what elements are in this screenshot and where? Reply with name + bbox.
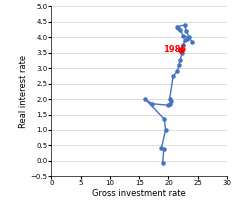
Y-axis label: Real interest rate: Real interest rate	[18, 55, 28, 128]
Text: 1985: 1985	[163, 45, 186, 54]
X-axis label: Gross investment rate: Gross investment rate	[92, 189, 186, 198]
